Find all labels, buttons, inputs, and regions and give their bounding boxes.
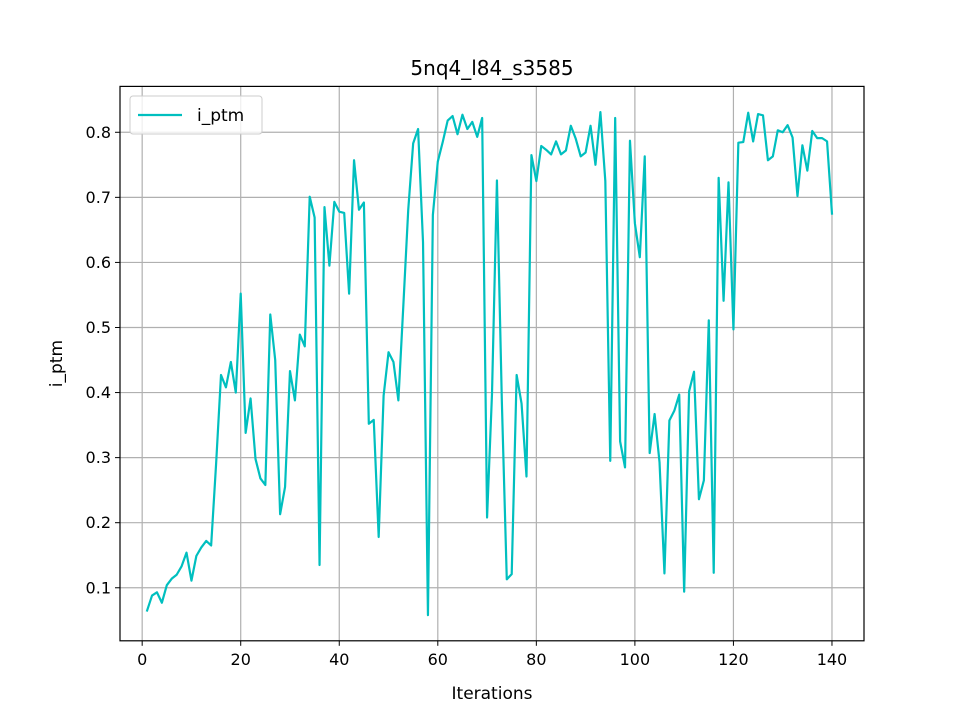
y-axis-label: i_ptm [47,340,67,387]
x-tick-label: 0 [137,650,147,669]
plot-frame [119,85,865,642]
y-tick-label: 0.5 [86,318,111,337]
series-layer [145,110,834,617]
x-tick-label: 120 [718,650,749,669]
x-tick-label: 80 [526,650,546,669]
y-tick-label: 0.3 [86,448,111,467]
y-axis: 0.1 0.2 0.3 0.4 0.5 0.6 0.7 0.8 [86,123,120,597]
y-tick-label: 0.7 [86,188,111,207]
x-tick-label: 140 [817,650,848,669]
y-tick-label: 0.1 [86,578,111,597]
y-tick-label: 0.6 [86,253,111,272]
x-tick-label: 40 [329,650,349,669]
x-tick-label: 20 [231,650,251,669]
x-tick-label: 60 [428,650,448,669]
series-line-i-ptm [145,110,834,617]
y-tick-label: 0.2 [86,513,111,532]
grid [120,86,864,641]
chart-title: 5nq4_l84_s3585 [410,56,573,80]
legend-box [129,95,263,135]
x-axis-label: Iterations [452,684,533,704]
legend-label-i-ptm: i_ptm [197,106,244,126]
x-tick-label: 100 [620,650,651,669]
y-tick-label: 0.4 [86,383,111,402]
x-axis: 0 20 40 60 80 100 120 140 [137,640,848,669]
legend: i_ptm [129,95,263,135]
y-tick-label: 0.8 [86,123,111,142]
